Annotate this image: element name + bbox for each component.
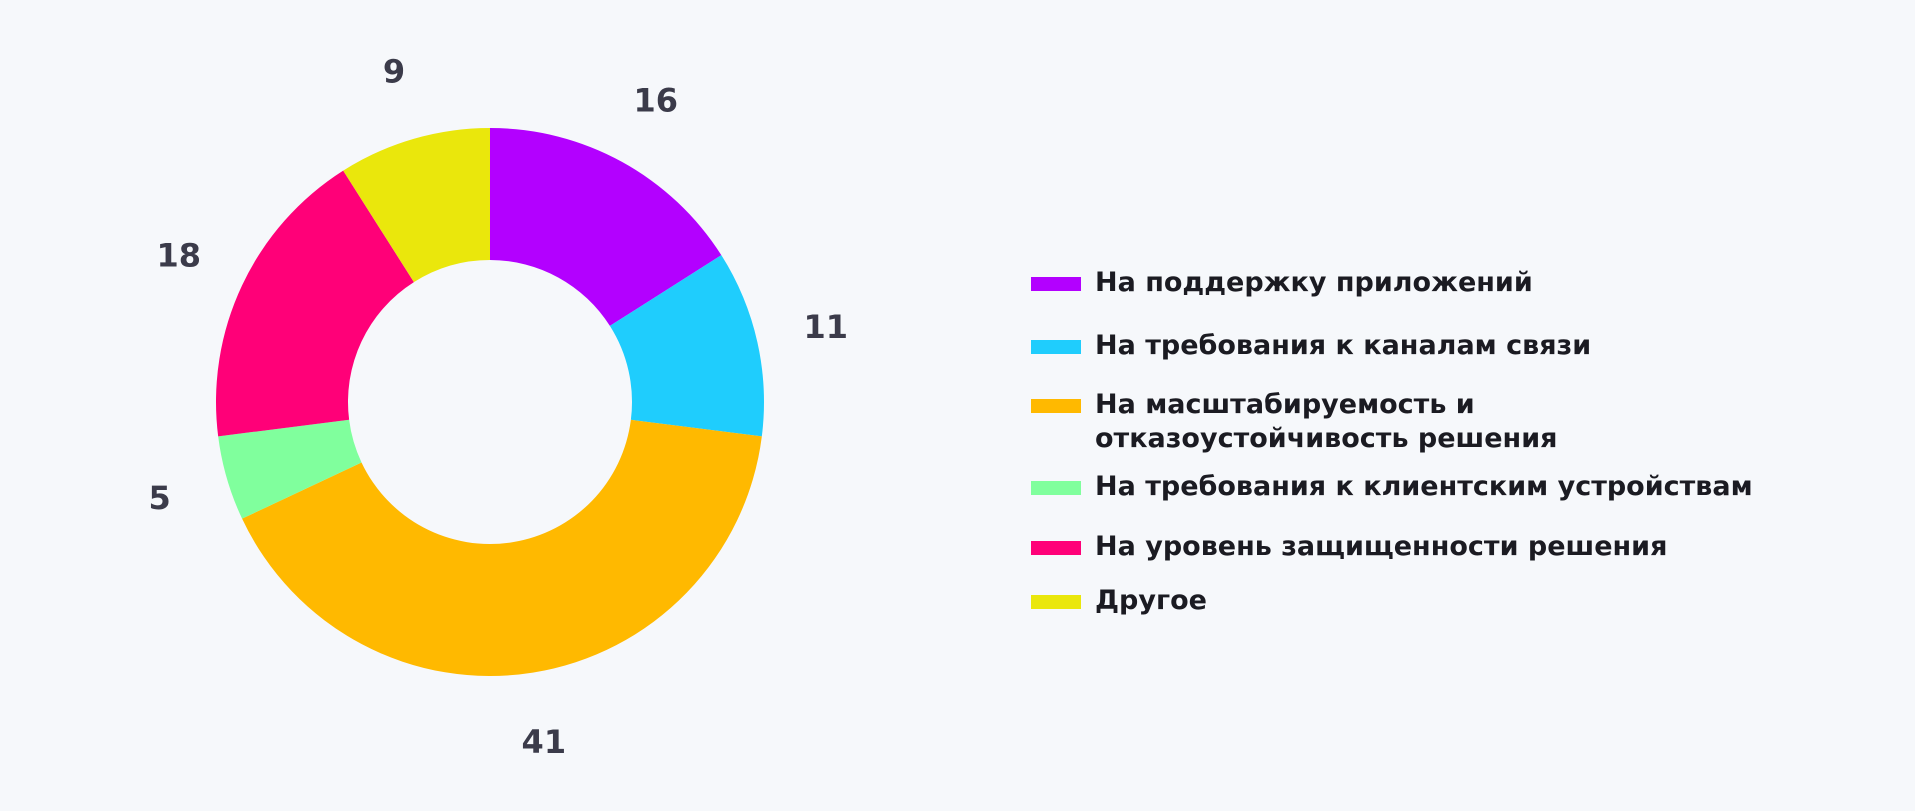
legend-label: На масштабируемость и отказоустойчивость… [1095, 389, 1558, 454]
slice-other [343, 128, 490, 283]
legend-swatch [1031, 340, 1081, 354]
legend-label: Другое [1095, 585, 1207, 616]
legend-label: На требования к клиентским устройствам [1095, 471, 1753, 502]
value-label-scalability: 41 [522, 723, 567, 761]
value-labels: 16 11 41 5 18 9 [149, 53, 848, 761]
slice-app-support [490, 128, 722, 326]
legend-swatch [1031, 399, 1081, 413]
legend-swatch [1031, 277, 1081, 291]
legend-swatch [1031, 541, 1081, 555]
value-label-security: 18 [156, 237, 201, 275]
legend-item-security: На уровень защищенности решения [1031, 530, 1815, 564]
donut-slices [215, 128, 764, 676]
value-label-channels: 11 [803, 308, 848, 346]
legend-label: На требования к каналам связи [1095, 330, 1592, 361]
legend-item-client-devices: На требования к клиентским устройствам [1031, 470, 1815, 504]
slice-channels [609, 255, 764, 437]
value-label-other: 9 [383, 53, 405, 91]
value-label-app-support: 16 [633, 82, 678, 120]
legend-item-scalability: На масштабируемость и отказоустойчивость… [1031, 388, 1575, 456]
slice-scalability [242, 419, 762, 676]
legend-item-channels: На требования к каналам связи [1031, 329, 1815, 363]
legend-label: На поддержку приложений [1095, 267, 1533, 298]
legend-item-app-support: На поддержку приложений [1031, 266, 1815, 300]
legend-item-other: Другое [1031, 584, 1815, 618]
legend-swatch [1031, 595, 1081, 609]
value-label-client-devices: 5 [149, 479, 171, 517]
slice-client-devices [218, 419, 362, 519]
legend-swatch [1031, 481, 1081, 495]
slice-security [215, 170, 414, 437]
legend-label: На уровень защищенности решения [1095, 531, 1668, 562]
